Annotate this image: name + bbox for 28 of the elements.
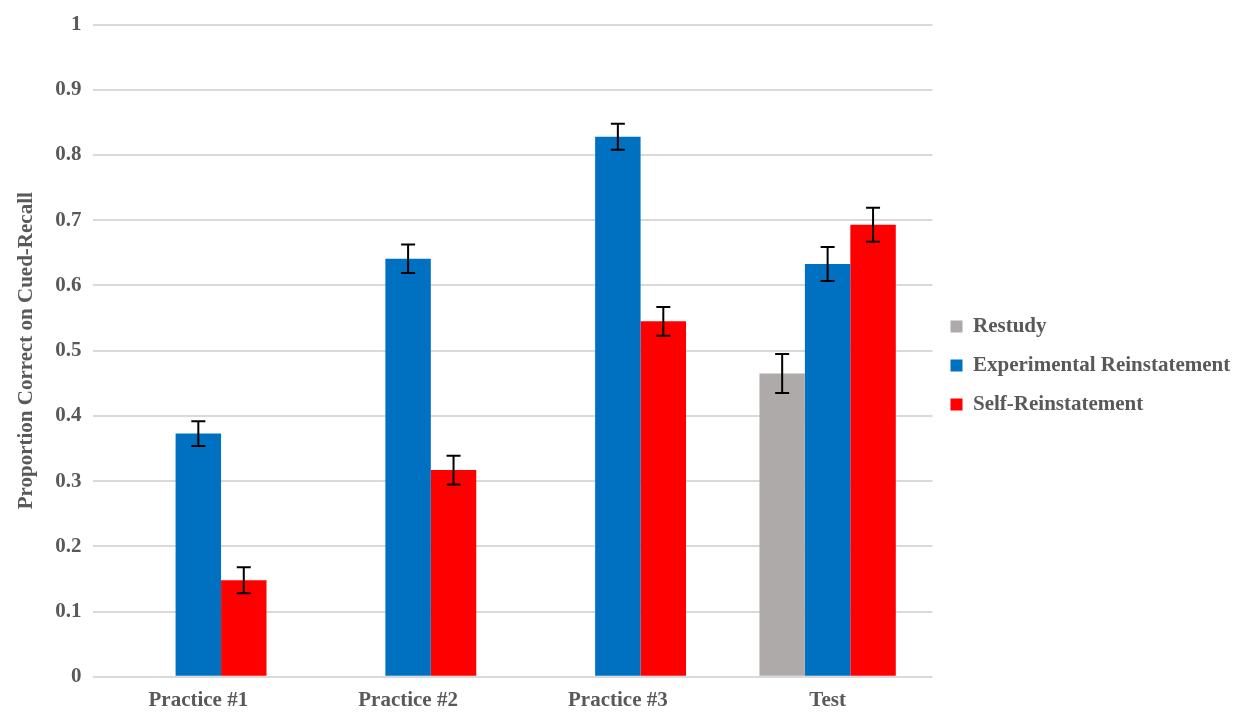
bar [175,433,222,676]
y-tick-label: 0.6 [55,271,82,296]
bar [640,321,687,676]
y-tick-label: 0.7 [55,206,82,231]
bar [430,470,477,676]
y-tick-label: 0.9 [55,76,82,101]
y-tick-label: 0.5 [55,337,82,362]
y-axis-title: Proportion Correct on Cued-Recall [13,192,38,510]
x-tick-label: Practice #1 [148,686,249,711]
bar [850,224,896,676]
bar [221,580,267,676]
y-tick-label: 0 [70,663,82,688]
bar [385,258,431,676]
y-tick-label: 1 [70,11,82,36]
y-tick-label: 0.1 [55,598,82,622]
legend-label: Restudy [973,312,1048,337]
legend-label: Experimental Reinstatement [973,351,1231,376]
bar [595,136,641,676]
x-tick-label: Practice #3 [568,686,668,711]
bar [804,263,851,676]
x-tick-label: Practice #2 [358,686,458,711]
x-tick-label: Test [809,686,846,711]
y-tick-label: 0.3 [55,467,82,492]
y-tick-label: 0.4 [55,402,82,427]
y-tick-label: 0.8 [55,141,82,166]
bar [759,373,805,676]
y-tick-label: 0.2 [55,532,82,557]
legend-label: Self-Reinstatement [973,390,1144,415]
